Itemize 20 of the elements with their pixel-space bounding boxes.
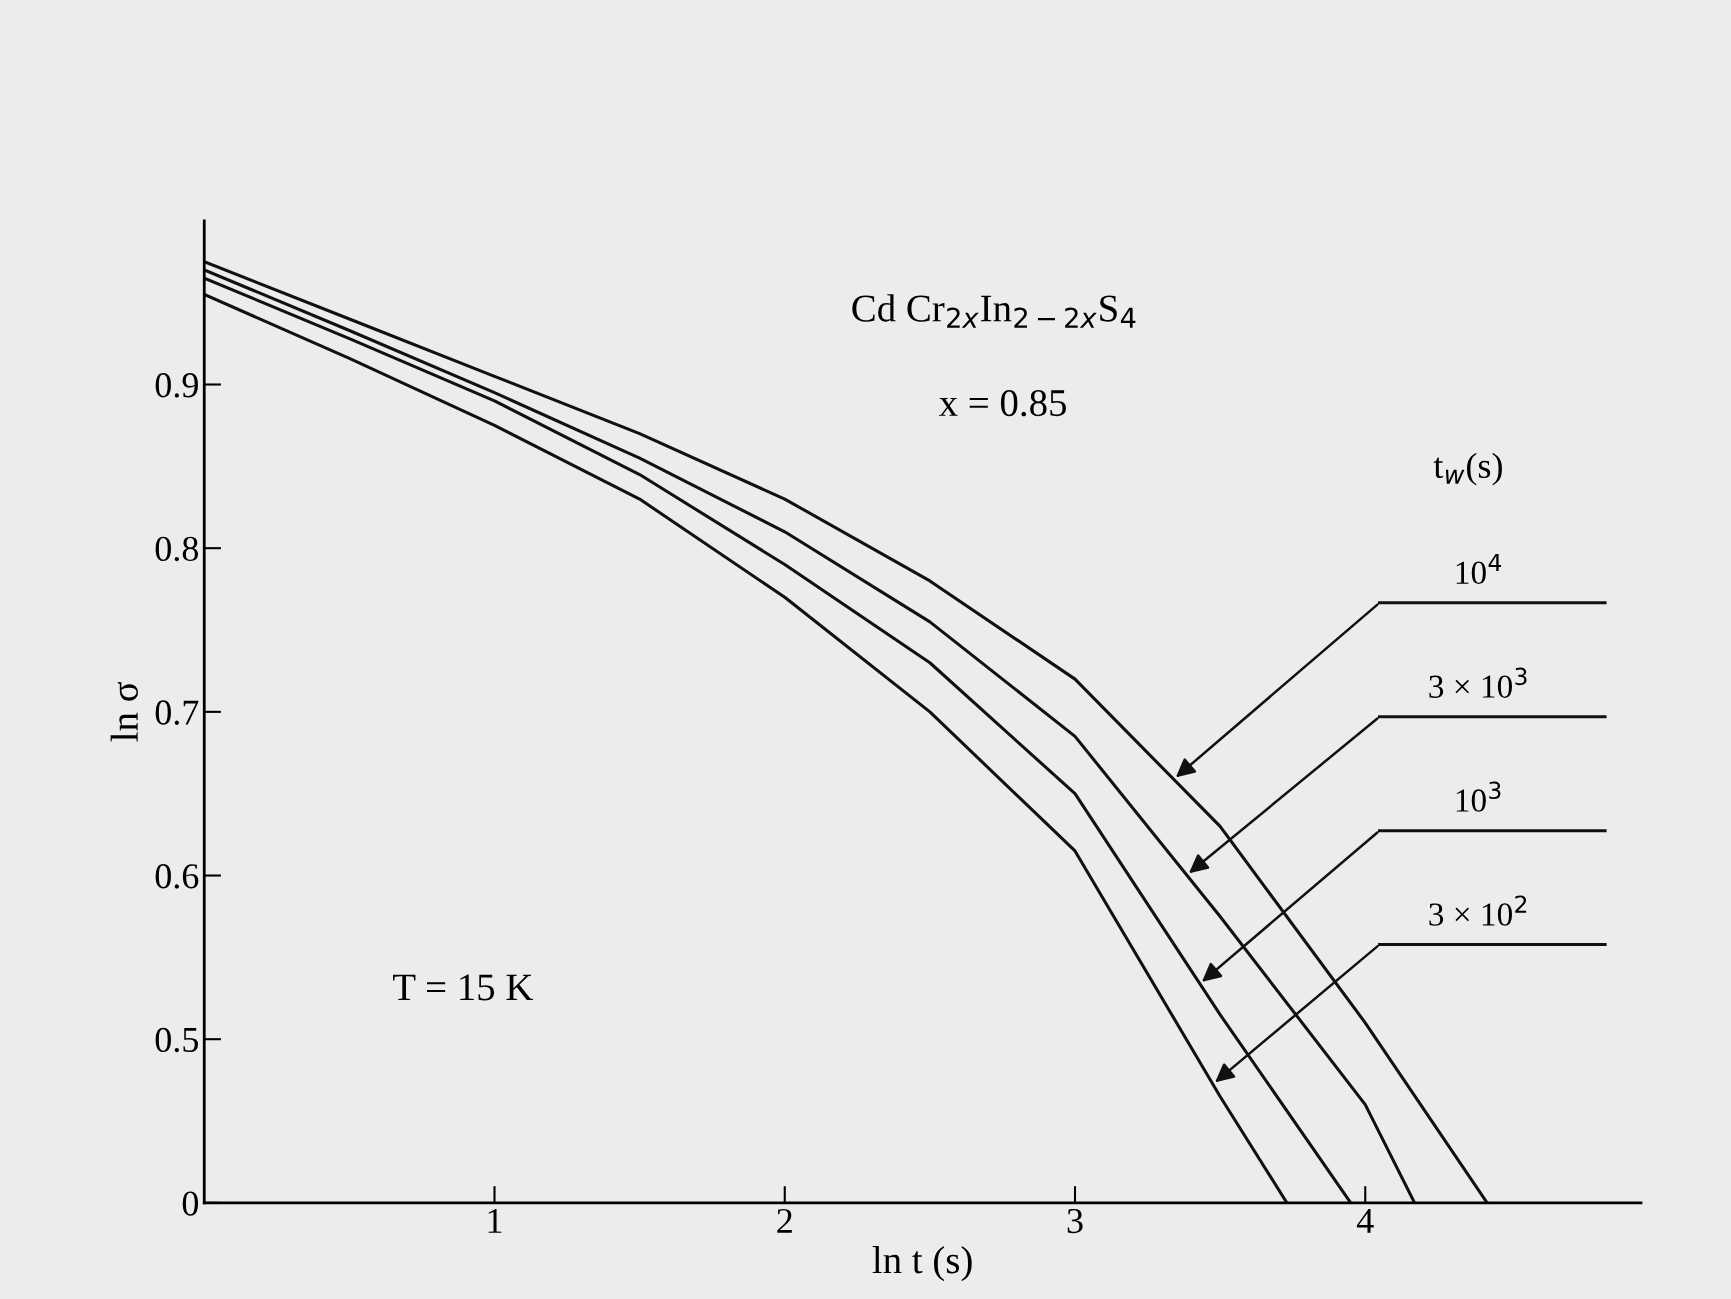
x-tick-label: 1 (488, 1208, 502, 1233)
y-tick-label: 0.8 (155, 536, 199, 562)
legend-title: t$_{w}$(s) (1433, 452, 1502, 486)
y-tick-label: 0.7 (155, 700, 199, 725)
text: 3 × 10$^{2}$ (1429, 895, 1527, 926)
annotation: Cd Cr$_{2x}$In$_{2−2x}$S$_{4}$ (852, 294, 1136, 328)
y-tick-label: 0.6 (155, 864, 199, 889)
text: 3 × 10$^{3}$ (1429, 667, 1527, 698)
text: 10$^{4}$ (1456, 553, 1501, 585)
x-tick-label: 3 (1067, 1208, 1083, 1234)
y-tick-label: 0.5 (155, 1027, 198, 1053)
y-tick-label: 0 (182, 1191, 199, 1216)
x-tick-label: 4 (1356, 1209, 1374, 1233)
x-tick-label: 2 (777, 1208, 792, 1233)
y-axis-title: ln σ (110, 681, 139, 742)
text: 10$^{3}$ (1456, 781, 1501, 812)
x-axis-title: ln t (s) (872, 1246, 972, 1282)
y-tick-label: 0.9 (155, 373, 198, 398)
annotation: T = 15 K (393, 974, 534, 1001)
annotation: x = 0.85 (938, 389, 1066, 417)
